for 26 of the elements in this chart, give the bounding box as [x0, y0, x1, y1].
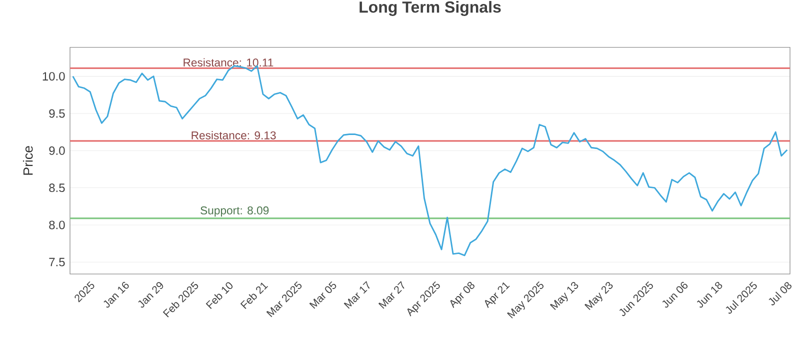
x-tick-label: Feb 10 — [206, 282, 233, 309]
ref-line-label: Support: 8.09 — [200, 206, 269, 217]
x-tick-label: Jul 08 — [768, 282, 792, 306]
y-tick-label: 8.0 — [49, 220, 65, 230]
x-tick-label: Jan 16 — [104, 282, 129, 308]
x-tick-label: Mar 17 — [344, 281, 370, 309]
y-tick-label: 7.5 — [49, 258, 65, 266]
x-tick-label: Mar 05 — [309, 281, 336, 309]
y-tick-label: 9.5 — [49, 109, 65, 118]
chart-title: Long Term Signals — [360, 0, 501, 16]
ref-line-label: Resistance: 10.11 — [184, 58, 274, 67]
y-axis-title: Price — [22, 146, 33, 175]
x-tick-label: Feb 21 — [240, 282, 268, 309]
y-tick-label: 9.0 — [49, 146, 65, 155]
ref-line-label: Resistance: 9.13 — [192, 131, 276, 140]
y-tick-label: 8.5 — [49, 184, 65, 192]
x-tick-label: Jun 18 — [696, 282, 722, 308]
x-tick-label: Jan 29 — [138, 282, 164, 308]
line-series — [72, 65, 788, 256]
x-tick-label: Apr 08 — [450, 282, 474, 308]
x-tick-label: Jun 06 — [662, 282, 688, 308]
x-tick-label: May 23 — [584, 282, 613, 310]
x-tick-label: Apr 21 — [484, 282, 510, 308]
x-tick-label: May 13 — [550, 282, 578, 310]
x-tick-label: Mar 27 — [378, 281, 404, 309]
y-tick-label: 10.0 — [42, 72, 65, 81]
